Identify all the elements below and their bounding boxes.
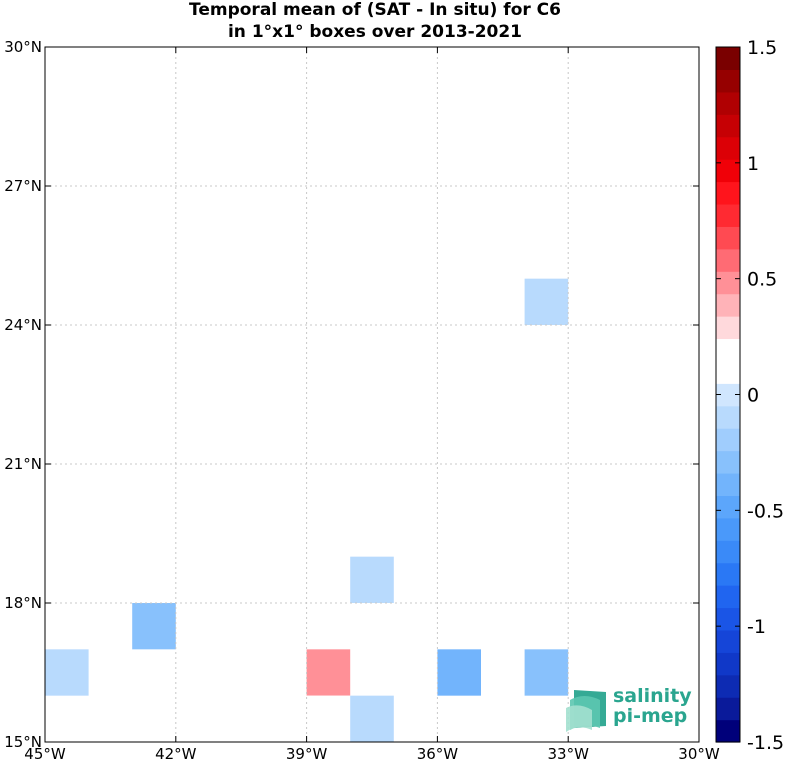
salinity-pi-mep-logo: salinity pi-mep <box>566 685 692 732</box>
colorbar-segment <box>716 674 740 698</box>
colorbar-segment <box>716 383 740 407</box>
colorbar-segment <box>716 114 740 138</box>
map-frame <box>44 46 700 743</box>
colorbar-segment <box>716 360 740 384</box>
lat-tick-label: 21°N <box>4 455 42 473</box>
colorbar-segment <box>716 428 740 452</box>
colorbar-segment <box>716 517 740 541</box>
colorbar-tick-label: 1.5 <box>747 37 777 59</box>
data-box <box>45 649 89 696</box>
lat-tick-label: 24°N <box>4 316 42 334</box>
colorbar-segment <box>716 91 740 115</box>
colorbar-segment <box>716 181 740 205</box>
lon-tick-label: 30°W <box>678 745 720 763</box>
colorbar-segment <box>716 652 740 676</box>
lat-tick-label: 15°N <box>4 733 42 751</box>
colorbar-segment <box>716 69 740 93</box>
colorbar-tick-label: -0.5 <box>747 500 784 522</box>
colorbar-segment <box>716 338 740 362</box>
chart-title-line-2: in 1°x1° boxes over 2013-2021 <box>227 22 523 42</box>
data-box <box>524 649 569 696</box>
colorbar-tick-label: 1 <box>747 153 759 175</box>
data-box <box>350 695 394 742</box>
colorbar-segment <box>716 316 740 340</box>
colorbar-segment <box>716 495 740 519</box>
colorbar-segment <box>716 585 740 609</box>
data-box <box>437 649 481 696</box>
lon-tick-label: 42°W <box>155 745 197 763</box>
lon-tick-label: 36°W <box>417 745 459 763</box>
colorbar-tick-label: -1.5 <box>747 732 784 754</box>
colorbar-segment <box>716 719 740 743</box>
colorbar-segment <box>716 540 740 564</box>
lon-tick-label: 45°W <box>24 745 66 763</box>
logo-text-pi-mep: pi-mep <box>613 705 687 727</box>
data-box <box>306 649 351 696</box>
data-box <box>132 603 176 650</box>
lat-tick-label: 27°N <box>4 177 42 195</box>
colorbar-segment <box>716 226 740 250</box>
colorbar-segment <box>716 248 740 272</box>
lat-tick-label: 18°N <box>4 594 42 612</box>
colorbar-segment <box>716 159 740 183</box>
colorbar: 1.5 1 0.5 0 -0.5 -1 -1.5 <box>715 37 784 754</box>
lon-tick-label: 33°W <box>547 745 589 763</box>
lat-tick-label: 30°N <box>4 38 42 56</box>
logo-waves-icon <box>566 690 606 732</box>
data-boxes <box>45 278 569 742</box>
colorbar-segment <box>716 562 740 586</box>
data-box <box>306 695 351 742</box>
colorbar-segment <box>716 450 740 474</box>
colorbar-segment <box>716 405 740 429</box>
colorbar-segment <box>716 271 740 295</box>
colorbar-segment <box>716 697 740 721</box>
colorbar-segment <box>716 629 740 653</box>
colorbar-tick-label: -1 <box>747 616 766 638</box>
colorbar-segment <box>716 607 740 631</box>
chart-title-line-1: Temporal mean of (SAT - In situ) for C6 <box>189 0 561 20</box>
colorbar-segment <box>716 472 740 496</box>
data-box <box>350 556 394 603</box>
colorbar-tick-label: 0 <box>747 385 759 407</box>
colorbar-segment <box>716 203 740 227</box>
colorbar-segment <box>716 136 740 160</box>
lon-tick-label: 39°W <box>286 745 328 763</box>
axis-ticks: 30°N 27°N 24°N 21°N 18°N 15°N45°W 42°W 39°W 36°W… <box>4 38 720 763</box>
colorbar-segment <box>716 47 740 71</box>
data-box <box>524 278 569 325</box>
colorbar-tick-label: 0.5 <box>747 269 777 291</box>
logo-text-salinity: salinity <box>613 685 692 707</box>
colorbar-segment <box>716 293 740 317</box>
